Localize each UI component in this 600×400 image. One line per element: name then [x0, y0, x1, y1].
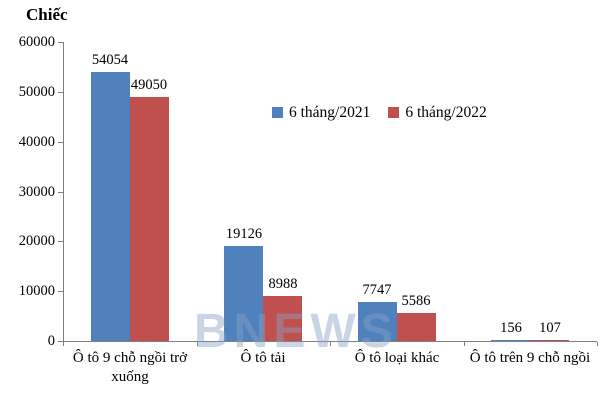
bar-series2 — [263, 296, 302, 341]
bar-value-label: 156 — [500, 320, 522, 336]
legend-item: 6 tháng/2021 — [272, 103, 370, 122]
x-axis-line — [63, 341, 597, 342]
category-label: Ô tô tải — [240, 350, 286, 366]
legend: 6 tháng/2021 6 tháng/2022 — [272, 103, 487, 122]
bar-series2 — [130, 97, 169, 341]
x-axis-tickmark — [464, 342, 465, 346]
chart-title: Chiếc — [26, 5, 68, 24]
legend-swatch — [272, 107, 283, 118]
bar-value-label: 5586 — [401, 293, 431, 309]
y-axis-tickmark — [58, 341, 63, 342]
y-axis-tick-label: 50000 — [18, 83, 55, 100]
bar-value-label: 107 — [539, 320, 561, 336]
bar-series1 — [491, 340, 530, 341]
x-axis-tickmark — [330, 342, 331, 346]
bar-series2 — [397, 313, 436, 341]
y-axis-tick-label: 40000 — [18, 133, 55, 150]
bar-value-label: 54054 — [91, 52, 129, 68]
bar-series1 — [358, 302, 397, 341]
legend-label: 6 tháng/2022 — [405, 104, 487, 121]
bar-value-label: 19126 — [225, 226, 263, 242]
y-axis-line — [63, 42, 64, 342]
y-axis-tickmark — [58, 192, 63, 193]
bar-value-label: 7747 — [362, 282, 392, 298]
legend-swatch — [388, 107, 400, 118]
y-axis-tickmark — [58, 291, 63, 292]
y-axis-tickmark — [58, 142, 63, 143]
x-axis-tickmark — [597, 342, 598, 346]
y-axis-tickmark — [58, 92, 63, 93]
bar-value-label: 49050 — [130, 77, 168, 93]
y-axis-tick-label: 20000 — [18, 233, 55, 250]
category-label: Ô tô trên 9 chỗ ngồi — [469, 350, 591, 366]
bar-value-label: 8988 — [268, 276, 298, 292]
y-axis-tickmark — [58, 241, 63, 242]
legend-item: 6 tháng/2022 — [388, 103, 487, 122]
y-axis-tick-label: 30000 — [18, 183, 55, 200]
y-axis-tick-label: 10000 — [18, 283, 55, 300]
y-axis-tick-label: 0 — [47, 333, 55, 349]
x-axis-tickmark — [197, 342, 198, 346]
category-label: Ô tô loại khác — [354, 350, 440, 366]
legend-label: 6 tháng/2021 — [289, 104, 371, 121]
bar-series2 — [530, 340, 569, 341]
y-axis-tickmark — [58, 42, 63, 43]
bar-series1 — [91, 72, 130, 341]
category-label: Ô tô 9 chỗ ngồi trở xuống — [72, 350, 188, 385]
y-axis-tick-label: 60000 — [18, 34, 55, 50]
x-axis-tickmark — [63, 342, 64, 346]
bar-series1 — [224, 246, 263, 341]
